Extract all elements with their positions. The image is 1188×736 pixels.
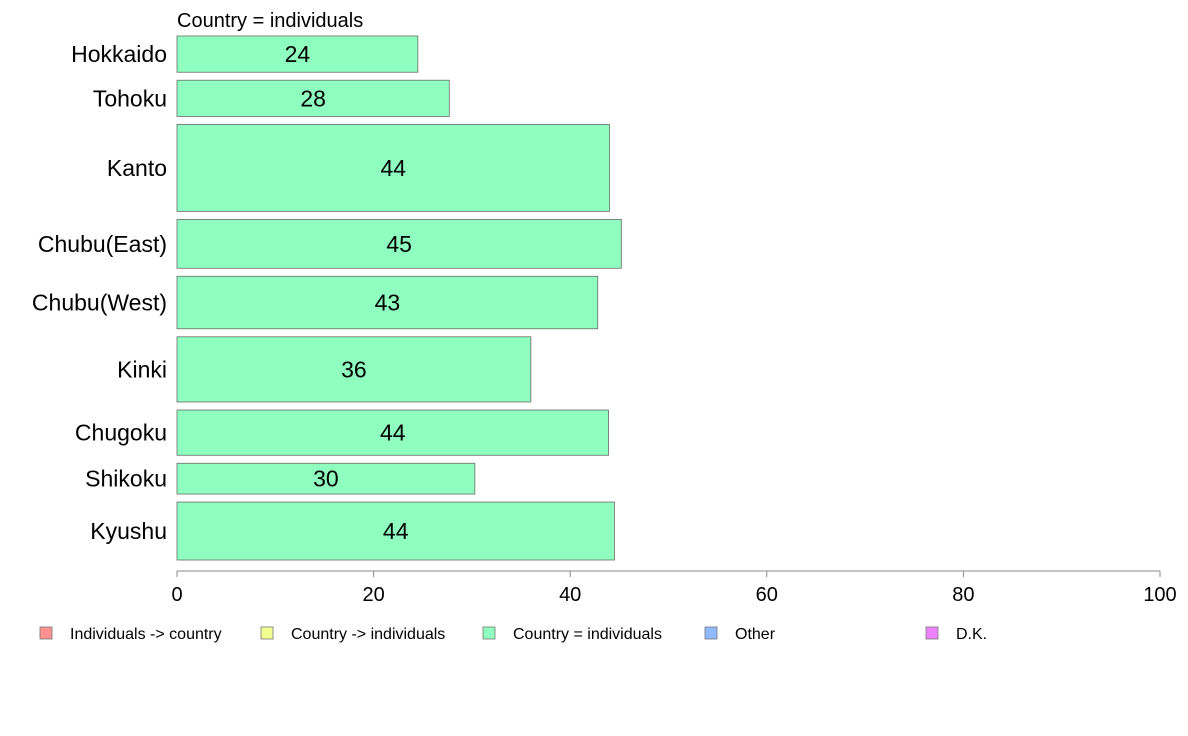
bar-value-label: 36 (341, 356, 367, 382)
legend-swatch (704, 626, 718, 640)
category-label: Kanto (107, 155, 167, 181)
category-label: Chubu(East) (38, 231, 167, 257)
bar-value-label: 44 (380, 155, 406, 181)
x-tick-label: 20 (362, 584, 384, 606)
x-tick-label: 80 (952, 584, 974, 606)
legend-label: Country = individuals (513, 626, 662, 643)
legend-label: Other (735, 626, 776, 643)
bar (176, 409, 609, 456)
legend-swatch (39, 626, 53, 640)
bar (176, 218, 622, 269)
x-axis: 0 20 40 60 80 100 (171, 570, 1177, 606)
bar (176, 35, 419, 73)
bar (176, 501, 615, 561)
bar (176, 336, 532, 403)
x-tick-label: 0 (171, 584, 182, 606)
category-label: Tohoku (93, 85, 167, 111)
category-label: Kyushu (90, 518, 167, 544)
category-label: Chubu(West) (32, 290, 167, 316)
x-tick-label: 40 (559, 584, 581, 606)
legend-swatch (925, 626, 939, 640)
bar-value-label: 44 (383, 518, 409, 544)
bar (176, 124, 610, 212)
x-tick-label: 60 (756, 584, 778, 606)
legend-swatch (482, 626, 496, 640)
category-label: Hokkaido (71, 41, 167, 67)
category-label: Chugoku (75, 420, 167, 446)
bar (176, 275, 599, 330)
category-label: Kinki (117, 356, 167, 382)
category-label: Shikoku (85, 466, 167, 492)
bar-value-label: 44 (380, 420, 406, 446)
bar (176, 462, 476, 495)
chart-title: Country = individuals (177, 10, 363, 32)
bar-value-label: 28 (300, 85, 326, 111)
legend: Individuals -> country Country -> individ… (39, 626, 987, 643)
legend-label: Country -> individuals (291, 626, 445, 643)
bar (176, 79, 450, 117)
bar-value-label: 43 (375, 290, 401, 316)
legend-label: Individuals -> country (70, 626, 222, 643)
bar-value-label: 45 (386, 231, 412, 257)
bars-group: 24 Hokkaido 28 Tohoku 44 Kanto 45 Chubu(East) 43… (32, 35, 622, 561)
legend-label: D.K. (956, 626, 987, 643)
x-tick-label: 100 (1143, 584, 1176, 606)
bar-value-label: 30 (313, 466, 339, 492)
legend-swatch (260, 626, 274, 640)
bar-value-label: 24 (285, 41, 311, 67)
